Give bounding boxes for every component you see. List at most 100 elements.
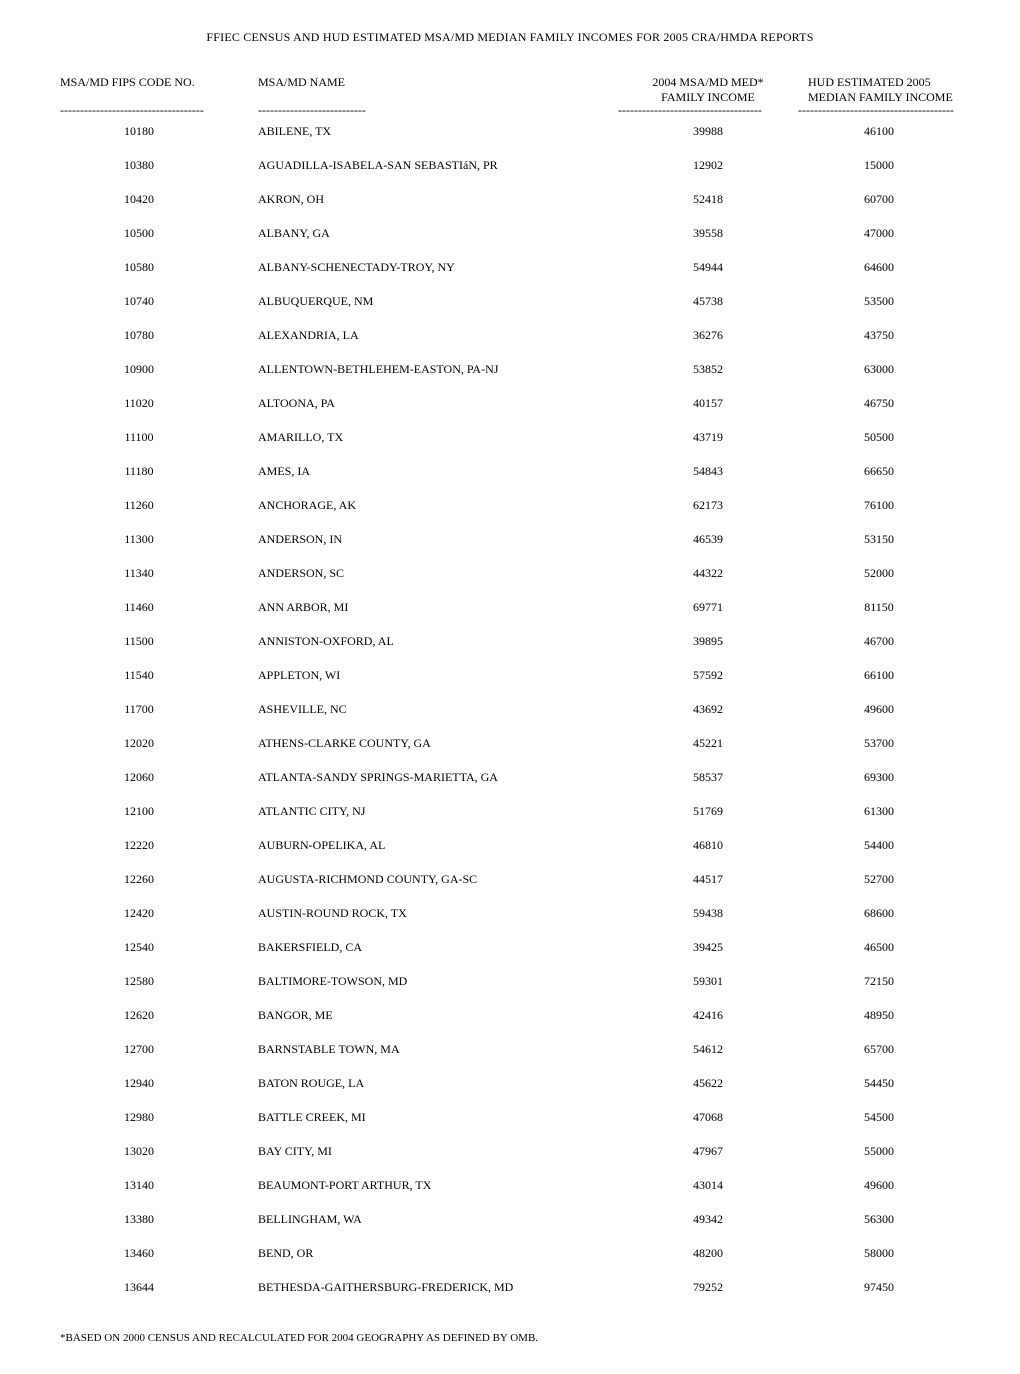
cell-name: ANCHORAGE, AK bbox=[258, 488, 618, 522]
cell-name: ANDERSON, IN bbox=[258, 522, 618, 556]
cell-med: 47967 bbox=[618, 1134, 798, 1168]
cell-med: 62173 bbox=[618, 488, 798, 522]
table-row: 12980BATTLE CREEK, MI4706854500 bbox=[60, 1100, 960, 1134]
cell-code: 10780 bbox=[60, 318, 258, 352]
table-row: 10580ALBANY-SCHENECTADY-TROY, NY54944646… bbox=[60, 250, 960, 284]
cell-med: 45738 bbox=[618, 284, 798, 318]
table-row: 11340ANDERSON, SC4432252000 bbox=[60, 556, 960, 590]
cell-hud: 46100 bbox=[798, 114, 960, 148]
cell-code: 10580 bbox=[60, 250, 258, 284]
cell-code: 11700 bbox=[60, 692, 258, 726]
cell-med: 54944 bbox=[618, 250, 798, 284]
table-row: 12940BATON ROUGE, LA4562254450 bbox=[60, 1066, 960, 1100]
cell-name: ALBANY, GA bbox=[258, 216, 618, 250]
cell-hud: 66650 bbox=[798, 454, 960, 488]
cell-code: 13460 bbox=[60, 1236, 258, 1270]
cell-med: 69771 bbox=[618, 590, 798, 624]
dash-name: --------------------------- bbox=[258, 107, 618, 114]
cell-med: 54843 bbox=[618, 454, 798, 488]
col-header-med: 2004 MSA/MD MED*FAMILY INCOME bbox=[618, 75, 798, 107]
cell-hud: 76100 bbox=[798, 488, 960, 522]
cell-hud: 68600 bbox=[798, 896, 960, 930]
cell-hud: 52000 bbox=[798, 556, 960, 590]
cell-name: ALBUQUERQUE, NM bbox=[258, 284, 618, 318]
table-row: 11700ASHEVILLE, NC4369249600 bbox=[60, 692, 960, 726]
table-row: 11300ANDERSON, IN4653953150 bbox=[60, 522, 960, 556]
cell-hud: 81150 bbox=[798, 590, 960, 624]
table-row: 12060ATLANTA-SANDY SPRINGS-MARIETTA, GA5… bbox=[60, 760, 960, 794]
table-body: 10180ABILENE, TX399884610010380AGUADILLA… bbox=[60, 114, 960, 1304]
cell-med: 43014 bbox=[618, 1168, 798, 1202]
cell-name: BELLINGHAM, WA bbox=[258, 1202, 618, 1236]
col-header-code: MSA/MD FIPS CODE NO. bbox=[60, 75, 258, 107]
table-row: 11020ALTOONA, PA4015746750 bbox=[60, 386, 960, 420]
cell-name: BANGOR, ME bbox=[258, 998, 618, 1032]
dash-hud: --------------------------------------- bbox=[798, 107, 960, 114]
cell-hud: 54500 bbox=[798, 1100, 960, 1134]
cell-code: 11500 bbox=[60, 624, 258, 658]
table-row: 12100ATLANTIC CITY, NJ5176961300 bbox=[60, 794, 960, 828]
cell-name: AKRON, OH bbox=[258, 182, 618, 216]
table-row: 12260AUGUSTA-RICHMOND COUNTY, GA-SC44517… bbox=[60, 862, 960, 896]
cell-hud: 63000 bbox=[798, 352, 960, 386]
cell-name: BATTLE CREEK, MI bbox=[258, 1100, 618, 1134]
cell-name: ATHENS-CLARKE COUNTY, GA bbox=[258, 726, 618, 760]
cell-name: ALLENTOWN-BETHLEHEM-EASTON, PA-NJ bbox=[258, 352, 618, 386]
cell-med: 49342 bbox=[618, 1202, 798, 1236]
cell-code: 10740 bbox=[60, 284, 258, 318]
cell-code: 10500 bbox=[60, 216, 258, 250]
report-title: FFIEC CENSUS AND HUD ESTIMATED MSA/MD ME… bbox=[60, 30, 960, 45]
table-row: 12700BARNSTABLE TOWN, MA5461265700 bbox=[60, 1032, 960, 1066]
cell-med: 39895 bbox=[618, 624, 798, 658]
cell-name: AMARILLO, TX bbox=[258, 420, 618, 454]
table-row: 12620BANGOR, ME4241648950 bbox=[60, 998, 960, 1032]
cell-med: 43719 bbox=[618, 420, 798, 454]
cell-med: 58537 bbox=[618, 760, 798, 794]
cell-code: 11460 bbox=[60, 590, 258, 624]
cell-code: 11020 bbox=[60, 386, 258, 420]
table-row: 11500ANNISTON-OXFORD, AL3989546700 bbox=[60, 624, 960, 658]
table-row: 10740ALBUQUERQUE, NM4573853500 bbox=[60, 284, 960, 318]
cell-code: 10900 bbox=[60, 352, 258, 386]
cell-name: BAKERSFIELD, CA bbox=[258, 930, 618, 964]
cell-name: BEND, OR bbox=[258, 1236, 618, 1270]
cell-hud: 53500 bbox=[798, 284, 960, 318]
cell-hud: 61300 bbox=[798, 794, 960, 828]
cell-hud: 49600 bbox=[798, 692, 960, 726]
cell-name: AUGUSTA-RICHMOND COUNTY, GA-SC bbox=[258, 862, 618, 896]
table-row: 13380BELLINGHAM, WA4934256300 bbox=[60, 1202, 960, 1236]
table-row: 12020ATHENS-CLARKE COUNTY, GA4522153700 bbox=[60, 726, 960, 760]
cell-hud: 65700 bbox=[798, 1032, 960, 1066]
cell-hud: 52700 bbox=[798, 862, 960, 896]
cell-med: 59301 bbox=[618, 964, 798, 998]
cell-hud: 46750 bbox=[798, 386, 960, 420]
cell-med: 47068 bbox=[618, 1100, 798, 1134]
cell-hud: 60700 bbox=[798, 182, 960, 216]
cell-code: 11540 bbox=[60, 658, 258, 692]
cell-hud: 64600 bbox=[798, 250, 960, 284]
cell-hud: 15000 bbox=[798, 148, 960, 182]
table-row: 12540BAKERSFIELD, CA3942546500 bbox=[60, 930, 960, 964]
cell-code: 12940 bbox=[60, 1066, 258, 1100]
cell-code: 13020 bbox=[60, 1134, 258, 1168]
cell-med: 44517 bbox=[618, 862, 798, 896]
cell-med: 45622 bbox=[618, 1066, 798, 1100]
cell-hud: 69300 bbox=[798, 760, 960, 794]
cell-hud: 50500 bbox=[798, 420, 960, 454]
cell-name: ALEXANDRIA, LA bbox=[258, 318, 618, 352]
cell-med: 39558 bbox=[618, 216, 798, 250]
cell-name: BETHESDA-GAITHERSBURG-FREDERICK, MD bbox=[258, 1270, 618, 1304]
cell-code: 12540 bbox=[60, 930, 258, 964]
cell-med: 42416 bbox=[618, 998, 798, 1032]
cell-name: BALTIMORE-TOWSON, MD bbox=[258, 964, 618, 998]
cell-hud: 49600 bbox=[798, 1168, 960, 1202]
cell-hud: 53700 bbox=[798, 726, 960, 760]
cell-hud: 46700 bbox=[798, 624, 960, 658]
table-row: 11180AMES, IA5484366650 bbox=[60, 454, 960, 488]
table-row: 10420AKRON, OH5241860700 bbox=[60, 182, 960, 216]
cell-hud: 66100 bbox=[798, 658, 960, 692]
cell-name: ANN ARBOR, MI bbox=[258, 590, 618, 624]
table-row: 11460ANN ARBOR, MI6977181150 bbox=[60, 590, 960, 624]
cell-code: 10420 bbox=[60, 182, 258, 216]
cell-hud: 47000 bbox=[798, 216, 960, 250]
